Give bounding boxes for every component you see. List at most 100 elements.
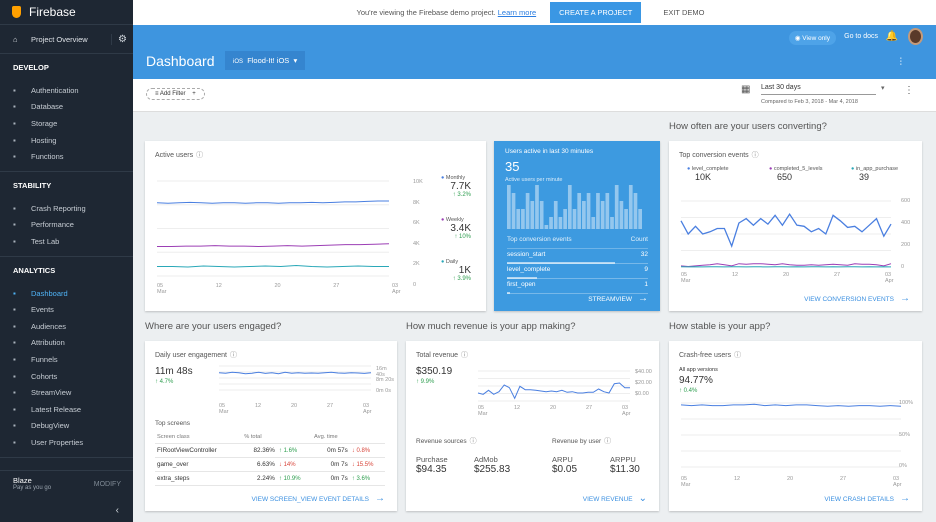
view-conversion-events-link[interactable]: VIEW CONVERSION EVENTS → bbox=[804, 293, 910, 304]
per-minute-bar bbox=[572, 209, 577, 229]
plus-icon: + bbox=[192, 91, 196, 97]
stability-card: Crash-free users ⓘ All app versions 94.77… bbox=[669, 341, 922, 511]
view-revenue-link[interactable]: VIEW REVENUE ⌄ bbox=[582, 493, 647, 504]
view-screen-view-link[interactable]: VIEW SCREEN_VIEW EVENT DETAILS → bbox=[251, 493, 385, 504]
streamview-link[interactable]: STREAMVIEW → bbox=[588, 293, 648, 304]
bar-chart-icon: ▪ bbox=[13, 288, 16, 298]
legend-level_complete: ● level_complete 10K bbox=[687, 166, 729, 182]
revenue-change: ↑ 9.9% bbox=[416, 379, 435, 385]
page-title: Dashboard bbox=[146, 53, 215, 69]
revenue-admob: AdMob $255.83 bbox=[474, 455, 511, 475]
per-minute-bar bbox=[511, 193, 516, 229]
table-row[interactable]: FIRootViewController 82.36% ↑ 1.6% 0m 57s ↓ … bbox=[155, 443, 385, 458]
globe-icon: ▪ bbox=[13, 135, 16, 145]
cohorts-icon: ▪ bbox=[13, 371, 16, 381]
dot-icon: ● bbox=[441, 259, 445, 265]
event-count-bar bbox=[507, 277, 538, 279]
y-tick: 0% bbox=[899, 463, 907, 469]
sidebar-item-crash-reporting[interactable]: ▪ Crash Reporting bbox=[13, 203, 86, 213]
view-crash-details-link[interactable]: VIEW CRASH DETAILS → bbox=[824, 493, 910, 504]
sidebar-item-performance[interactable]: ▪ Performance bbox=[13, 220, 74, 230]
section-heading: How much revenue is your app making? bbox=[406, 321, 576, 332]
collapse-sidebar-icon[interactable]: ‹ bbox=[115, 505, 119, 516]
y-tick: 2K bbox=[413, 261, 420, 267]
sidebar-item-audiences[interactable]: ▪ Audiences bbox=[13, 321, 67, 331]
add-filter-button[interactable]: ≡ Add Filter + bbox=[146, 88, 205, 100]
revenue-card: Total revenue ⓘ $350.19 ↑ 9.9% $40.00 $20.… bbox=[406, 341, 659, 511]
bell-icon[interactable]: 🔔 bbox=[885, 31, 898, 42]
revenue-purchase: Purchase $94.35 bbox=[416, 455, 448, 475]
help-icon[interactable]: ⓘ bbox=[196, 152, 204, 159]
sidebar-item-authentication[interactable]: ▪ Authentication bbox=[13, 85, 79, 95]
tune-icon[interactable]: ⫶ bbox=[899, 57, 903, 68]
legend-in_app_purchase: ● in_app_purchase 39 bbox=[851, 166, 899, 182]
sidebar-item-dashboard[interactable]: ▪ Dashboard bbox=[13, 288, 68, 298]
database-icon: ▪ bbox=[13, 102, 16, 112]
dot-icon: ● bbox=[687, 166, 691, 172]
per-minute-bar bbox=[567, 185, 572, 229]
x-tick: 20 bbox=[274, 283, 281, 289]
sidebar-item-storage[interactable]: ▪ Storage bbox=[13, 118, 58, 128]
sidebar-item-events[interactable]: ▪ Events bbox=[13, 305, 54, 315]
sidebar-item-streamview[interactable]: ▪ StreamView bbox=[13, 388, 72, 398]
go-to-docs-link[interactable]: Go to docs bbox=[844, 33, 878, 40]
legend-monthly: ● Monthly 7.7K ↑ 3.2% bbox=[441, 175, 471, 198]
table-row[interactable]: game_over 6.63% ↓ 14% 0m 7s ↓ 15.5% bbox=[155, 457, 385, 472]
folder-image-icon: ▪ bbox=[13, 118, 16, 128]
gear-icon[interactable]: ⚙ bbox=[111, 33, 127, 45]
sidebar-item-debugview[interactable]: ▪ DebugView bbox=[13, 421, 70, 431]
project-overview[interactable]: ⌂ Project Overview ⚙ bbox=[0, 25, 133, 54]
arrow-right-icon: → bbox=[638, 293, 648, 304]
y-tick: 200 bbox=[901, 242, 911, 248]
help-icon[interactable]: ⓘ bbox=[734, 352, 742, 359]
avatar[interactable] bbox=[908, 28, 923, 45]
sidebar-item-cohorts[interactable]: ▪ Cohorts bbox=[13, 371, 58, 381]
exit-demo-button[interactable]: EXIT DEMO bbox=[663, 8, 705, 17]
x-tick: 27 bbox=[333, 283, 340, 289]
app-selector[interactable]: iOS Flood-It! iOS ▾ bbox=[225, 51, 306, 70]
section-heading: How often are your users converting? bbox=[669, 121, 827, 132]
help-icon[interactable]: ⓘ bbox=[751, 152, 759, 159]
conversion-card: Top conversion events ⓘ ● level_complete 1… bbox=[669, 141, 922, 311]
event-count-bar bbox=[507, 262, 615, 264]
speedometer-icon: ▪ bbox=[13, 220, 16, 230]
x-tick: 27 bbox=[840, 476, 847, 482]
sidebar-item-latest-release[interactable]: ▪ Latest Release bbox=[13, 404, 82, 414]
per-minute-bar bbox=[563, 209, 567, 229]
x-tick: 27 bbox=[327, 403, 334, 409]
y-tick: 8m 20s bbox=[376, 377, 395, 383]
calendar-icon: ▦ bbox=[741, 84, 751, 95]
dropdown-arrow-icon[interactable]: ▾ bbox=[881, 85, 885, 92]
help-icon[interactable]: ⓘ bbox=[230, 352, 237, 359]
sidebar-item-user-properties[interactable]: ▪ User Properties bbox=[13, 437, 84, 447]
table-row[interactable]: extra_steps 2.24% ↑ 10.9% 0m 7s ↑ 3.6% bbox=[155, 471, 385, 486]
sidebar-item-funnels[interactable]: ▪ Funnels bbox=[13, 354, 58, 364]
series-line-value bbox=[477, 382, 630, 400]
x-tick: 03 Apr bbox=[622, 405, 631, 417]
y-tick: 10K bbox=[413, 179, 423, 185]
legend-completed_5_levels: ● completed_5_levels 650 bbox=[769, 166, 823, 182]
per-minute-bar bbox=[633, 193, 638, 229]
more-vert-icon[interactable]: ⋮ bbox=[904, 85, 914, 96]
series-line-level_complete bbox=[680, 213, 892, 249]
x-tick: 20 bbox=[787, 476, 794, 482]
filter-bar: ≡ Add Filter + ▦ Last 30 days ▾ Compared … bbox=[133, 79, 936, 112]
learn-more-link[interactable]: Learn more bbox=[497, 8, 537, 17]
sidebar-item-hosting[interactable]: ▪ Hosting bbox=[13, 135, 57, 145]
help-icon[interactable]: ⓘ bbox=[469, 438, 477, 445]
modify-button[interactable]: MODIFY bbox=[93, 481, 121, 488]
sidebar-item-database[interactable]: ▪ Database bbox=[13, 102, 64, 112]
per-minute-bar bbox=[591, 217, 596, 229]
bug-icon: ▪ bbox=[13, 203, 16, 213]
per-minute-bar bbox=[619, 201, 624, 229]
firebase-logo[interactable]: Firebase bbox=[0, 0, 133, 25]
help-icon[interactable]: ⓘ bbox=[461, 352, 469, 359]
create-project-button[interactable]: CREATE A PROJECT bbox=[550, 2, 642, 23]
sidebar-item-attribution[interactable]: ▪ Attribution bbox=[13, 338, 65, 348]
help-icon[interactable]: ⓘ bbox=[604, 438, 612, 445]
sidebar-item-functions[interactable]: ▪ Functions bbox=[13, 152, 64, 162]
series-line-value bbox=[218, 371, 372, 375]
y-tick: 0 bbox=[901, 264, 905, 270]
filter-icon: ≡ bbox=[155, 91, 159, 97]
sidebar-item-test-lab[interactable]: ▪ Test Lab bbox=[13, 236, 60, 246]
